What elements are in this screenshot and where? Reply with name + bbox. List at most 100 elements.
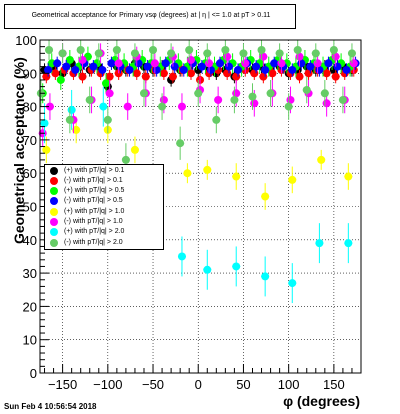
y-tick-label: 70 (23, 133, 37, 148)
data-point (234, 65, 243, 74)
legend-marker (50, 239, 58, 247)
data-point (183, 169, 192, 178)
data-point (268, 69, 277, 78)
data-point (295, 72, 304, 81)
legend-marker (50, 218, 58, 226)
x-tick-label: −100 (93, 377, 122, 392)
data-point (168, 72, 177, 81)
legend-marker (50, 208, 58, 216)
data-point (65, 115, 74, 124)
data-point (288, 279, 297, 288)
data-point (248, 92, 257, 101)
datestamp: Sun Feb 4 10:56:54 2018 (4, 402, 97, 411)
data-point (150, 59, 159, 68)
y-tick-label: 20 (23, 299, 37, 314)
data-point (89, 62, 98, 71)
data-point (342, 65, 351, 74)
data-point (76, 45, 85, 54)
data-point (329, 45, 338, 54)
series-group (44, 56, 360, 77)
legend-label: (+) with pT/|q| > 1.0 (64, 208, 125, 215)
data-point (197, 62, 206, 71)
data-point (42, 145, 51, 154)
data-point (130, 49, 139, 58)
legend-marker (50, 197, 58, 205)
data-point (344, 239, 353, 248)
data-point (132, 69, 141, 78)
legend-entry: (-) with pT/|q| > 2.0 (45, 238, 165, 248)
data-point (288, 175, 297, 184)
data-point (176, 139, 185, 148)
data-point (212, 115, 221, 124)
data-point (215, 59, 224, 68)
data-point (302, 85, 311, 94)
data-point (85, 95, 94, 104)
data-point (40, 119, 49, 128)
data-point (67, 105, 76, 114)
data-point (158, 102, 167, 111)
series-group (36, 40, 356, 177)
legend-label: (-) with pT/|q| > 1.0 (64, 218, 123, 225)
x-tick-label: 50 (236, 377, 250, 392)
data-point (53, 59, 62, 68)
x-axis-title: φ (degrees) (283, 393, 360, 409)
chart-title: Geometrical acceptance for Primary vsφ (… (31, 12, 271, 19)
y-tick-label: 90 (23, 66, 37, 81)
x-tick-label: −50 (142, 377, 164, 392)
data-point (252, 62, 261, 71)
data-point (239, 49, 248, 58)
legend: (+) with pT/|q| > 0.1 (-) with pT/|q| > … (44, 164, 164, 250)
axis-ticks-layer: −150 −100 −50 0 50 100 150 0 10 20 30 40 50 60 70 80 90 1… (15, 33, 362, 392)
data-point (56, 75, 65, 84)
x-tick-label: −150 (48, 377, 77, 392)
data-point (322, 99, 331, 108)
data-point (121, 155, 130, 164)
y-tick-label: 30 (23, 266, 37, 281)
y-tick-label: 50 (23, 200, 37, 215)
data-point (161, 59, 170, 68)
data-point (78, 72, 87, 81)
data-point (143, 62, 152, 71)
legend-marker (50, 177, 58, 185)
data-point (187, 69, 196, 78)
legend-label: (+) with pT/|q| > 2.0 (64, 228, 125, 235)
data-point (347, 49, 356, 58)
y-axis-title: Geometrical acceptance (%) (11, 57, 27, 244)
legend-marker (50, 167, 58, 175)
data-point (306, 62, 315, 71)
data-point (277, 59, 286, 68)
data-point (311, 49, 320, 58)
data-point (179, 65, 188, 74)
legend-entry: (-) with pT/|q| > 0.1 (45, 176, 165, 186)
data-point (149, 45, 158, 54)
data-point (130, 145, 139, 154)
data-point (177, 102, 186, 111)
data-point (288, 65, 297, 74)
data-point (315, 239, 324, 248)
data-point (205, 59, 214, 68)
data-point (72, 125, 81, 134)
data-point (261, 65, 270, 74)
data-point (187, 55, 196, 64)
data-point (331, 72, 340, 81)
data-point (224, 62, 233, 71)
legend-entry: (+) with pT/|q| > 0.5 (45, 186, 165, 196)
data-point (98, 65, 107, 74)
data-point (58, 49, 67, 58)
y-tick-label: 0 (30, 366, 37, 381)
data-point (141, 72, 150, 81)
data-point (62, 62, 71, 71)
data-point (45, 102, 54, 111)
data-point (320, 89, 329, 98)
data-point (221, 45, 230, 54)
legend-label: (-) with pT/|q| > 2.0 (64, 239, 123, 246)
legend-entry: (-) with pT/|q| > 0.5 (45, 196, 165, 206)
legend-label: (-) with pT/|q| > 0.5 (64, 197, 123, 204)
data-point (78, 55, 87, 64)
data-point (333, 62, 342, 71)
data-point (203, 49, 212, 58)
data-point (105, 89, 114, 98)
data-point (103, 115, 112, 124)
data-point (167, 49, 176, 58)
data-point (125, 65, 134, 74)
